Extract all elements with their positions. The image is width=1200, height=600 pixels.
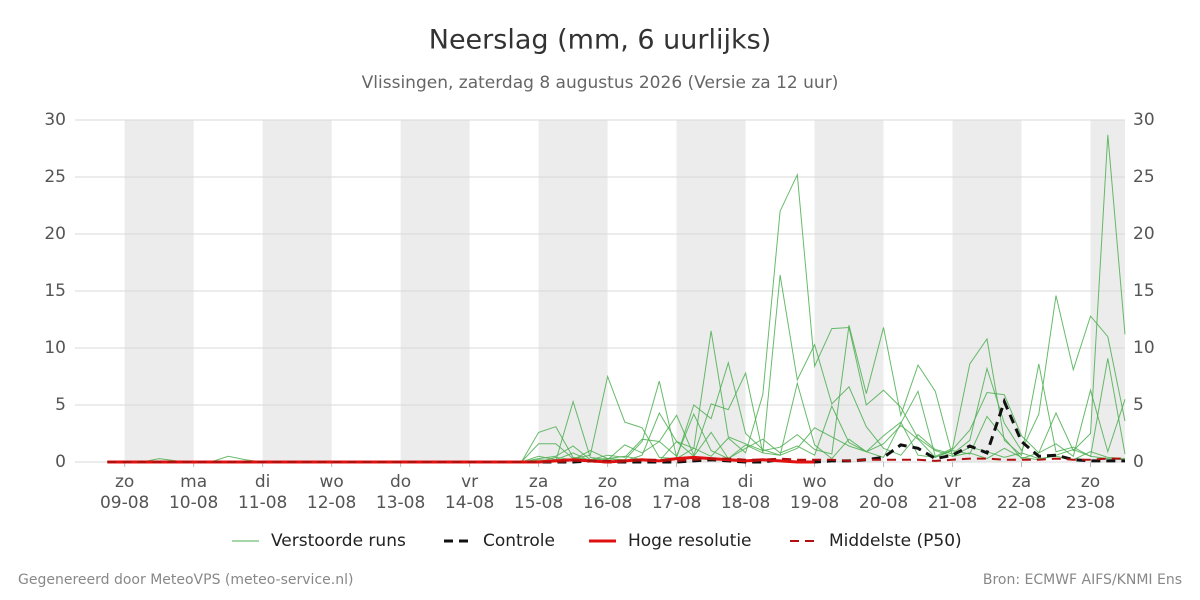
y2-tick-label: 20 (1133, 224, 1155, 244)
x-tick-label: di 11-08 (238, 472, 287, 513)
x-tick-label: do 20-08 (859, 472, 908, 513)
legend-label: Verstoorde runs (271, 531, 406, 551)
series-line (107, 457, 1125, 463)
x-tick-label: zo 09-08 (100, 472, 149, 513)
y-tick-label: 0 (55, 452, 66, 472)
legend-label: Controle (483, 531, 555, 551)
x-tick-label: di 18-08 (721, 472, 770, 513)
chart-title: Neerslag (mm, 6 uurlijks) (429, 25, 771, 56)
legend-label: Middelste (P50) (829, 531, 962, 551)
x-tick-label: zo 16-08 (583, 472, 632, 513)
y-tick-label: 10 (44, 338, 66, 358)
y2-tick-label: 25 (1133, 167, 1155, 187)
y-tick-label: 5 (55, 395, 66, 415)
y-tick-label: 25 (44, 167, 66, 187)
x-tick-label: vr 21-08 (928, 472, 977, 513)
y2-tick-label: 0 (1133, 452, 1144, 472)
y2-tick-label: 5 (1133, 395, 1144, 415)
y2-tick-label: 10 (1133, 338, 1155, 358)
x-tick-label: ma 17-08 (652, 472, 701, 513)
y-tick-label: 20 (44, 224, 66, 244)
x-tick-label: vr 14-08 (445, 472, 494, 513)
x-tick-label: wo 12-08 (307, 472, 356, 513)
x-tick-label: zo 23-08 (1066, 472, 1115, 513)
footer-right: Bron: ECMWF AIFS/KNMI Ens (983, 572, 1182, 588)
x-tick-label: za 15-08 (514, 472, 563, 513)
y2-tick-label: 15 (1133, 281, 1155, 301)
x-tick-label: ma 10-08 (169, 472, 218, 513)
chart-subtitle: Vlissingen, zaterdag 8 augustus 2026 (Ve… (362, 73, 839, 93)
y-tick-label: 30 (44, 110, 66, 130)
x-tick-label: do 13-08 (376, 472, 425, 513)
y2-tick-label: 30 (1133, 110, 1155, 130)
footer-left: Gegenereerd door MeteoVPS (meteo-service… (18, 572, 353, 588)
x-tick-label: wo 19-08 (790, 472, 839, 513)
y-tick-label: 15 (44, 281, 66, 301)
x-tick-label: za 22-08 (997, 472, 1046, 513)
legend-label: Hoge resolutie (628, 531, 752, 551)
